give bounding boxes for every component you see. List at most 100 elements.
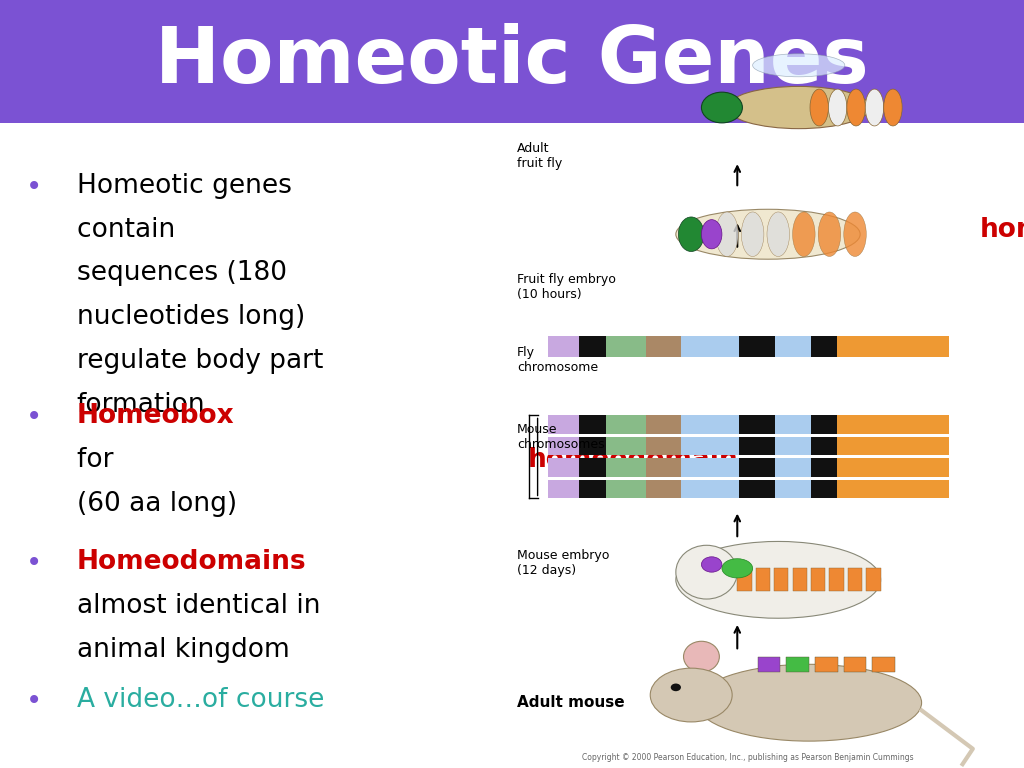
Bar bbox=[606, 415, 646, 434]
Bar bbox=[579, 480, 606, 498]
Bar bbox=[739, 336, 775, 357]
Ellipse shape bbox=[847, 89, 865, 126]
Bar bbox=[579, 458, 606, 477]
Ellipse shape bbox=[676, 209, 860, 260]
Ellipse shape bbox=[696, 664, 922, 741]
Bar bbox=[548, 336, 579, 357]
Bar bbox=[838, 437, 895, 455]
Ellipse shape bbox=[741, 212, 764, 257]
Text: Adult mouse: Adult mouse bbox=[517, 695, 625, 710]
Bar bbox=[646, 415, 682, 434]
Text: almost identical in: almost identical in bbox=[77, 593, 321, 619]
Text: nucleotides long): nucleotides long) bbox=[77, 304, 305, 330]
Bar bbox=[579, 415, 606, 434]
Text: •: • bbox=[26, 403, 42, 431]
Ellipse shape bbox=[650, 668, 732, 722]
Text: Homeotic genes: Homeotic genes bbox=[77, 173, 292, 199]
Text: Copyright © 2000 Pearson Education, Inc., publishing as Pearson Benjamin Cumming: Copyright © 2000 Pearson Education, Inc.… bbox=[582, 753, 913, 762]
Ellipse shape bbox=[676, 545, 737, 599]
Ellipse shape bbox=[701, 557, 722, 572]
Bar bbox=[646, 480, 682, 498]
Text: Adult
fruit fly: Adult fruit fly bbox=[517, 142, 562, 170]
Bar bbox=[758, 657, 780, 672]
Bar bbox=[756, 568, 770, 591]
Bar bbox=[786, 657, 809, 672]
Ellipse shape bbox=[818, 212, 841, 257]
Bar bbox=[579, 336, 606, 357]
Bar bbox=[606, 458, 646, 477]
Bar bbox=[739, 480, 775, 498]
Bar bbox=[646, 458, 682, 477]
Bar bbox=[895, 336, 948, 357]
Text: formation: formation bbox=[77, 392, 206, 418]
Bar bbox=[838, 458, 895, 477]
Ellipse shape bbox=[701, 220, 722, 249]
Text: regulate body part: regulate body part bbox=[77, 348, 324, 374]
Bar bbox=[606, 437, 646, 455]
Text: for: for bbox=[77, 447, 122, 473]
Ellipse shape bbox=[676, 541, 881, 618]
Ellipse shape bbox=[679, 217, 705, 252]
Bar bbox=[606, 336, 646, 357]
Bar bbox=[775, 458, 811, 477]
Bar bbox=[682, 480, 739, 498]
Bar bbox=[682, 336, 739, 357]
Bar bbox=[811, 336, 838, 357]
Text: contain: contain bbox=[77, 217, 183, 243]
Bar bbox=[774, 568, 788, 591]
Bar bbox=[548, 415, 579, 434]
Bar bbox=[895, 458, 948, 477]
Ellipse shape bbox=[810, 89, 828, 126]
Bar bbox=[739, 437, 775, 455]
Bar bbox=[838, 415, 895, 434]
Text: A video…of course: A video…of course bbox=[77, 687, 325, 713]
Bar bbox=[815, 657, 838, 672]
Bar bbox=[646, 336, 682, 357]
Text: •: • bbox=[26, 173, 42, 200]
Bar bbox=[811, 415, 838, 434]
Bar bbox=[548, 480, 579, 498]
Bar bbox=[848, 568, 862, 591]
Bar bbox=[0, 0, 1024, 123]
Ellipse shape bbox=[722, 559, 753, 578]
Bar bbox=[811, 458, 838, 477]
Text: Homeodomains: Homeodomains bbox=[77, 549, 306, 575]
Text: •: • bbox=[26, 549, 42, 577]
Bar bbox=[866, 568, 881, 591]
Ellipse shape bbox=[684, 641, 719, 672]
Text: Mouse embryo
(12 days): Mouse embryo (12 days) bbox=[517, 549, 609, 577]
Ellipse shape bbox=[793, 212, 815, 257]
Bar bbox=[548, 437, 579, 455]
Text: Mouse
chromosomes: Mouse chromosomes bbox=[517, 423, 605, 451]
Text: •: • bbox=[26, 687, 42, 715]
Bar bbox=[872, 657, 895, 672]
Bar bbox=[739, 415, 775, 434]
Text: homeodomain: homeodomain bbox=[528, 447, 738, 473]
Bar bbox=[775, 480, 811, 498]
Text: sequences (180: sequences (180 bbox=[77, 260, 287, 286]
Bar bbox=[775, 336, 811, 357]
Bar bbox=[895, 437, 948, 455]
Ellipse shape bbox=[865, 89, 884, 126]
Bar bbox=[548, 458, 579, 477]
Ellipse shape bbox=[716, 212, 738, 257]
Text: Homeobox: Homeobox bbox=[77, 403, 234, 429]
Ellipse shape bbox=[727, 87, 870, 128]
Bar bbox=[682, 437, 739, 455]
Bar bbox=[737, 568, 752, 591]
Bar bbox=[895, 480, 948, 498]
Bar bbox=[844, 657, 866, 672]
Bar bbox=[739, 458, 775, 477]
Ellipse shape bbox=[753, 54, 845, 77]
Ellipse shape bbox=[767, 212, 790, 257]
Text: Homeotic Genes: Homeotic Genes bbox=[156, 24, 868, 99]
Bar bbox=[682, 415, 739, 434]
Bar bbox=[838, 336, 895, 357]
Ellipse shape bbox=[844, 212, 866, 257]
Ellipse shape bbox=[671, 684, 681, 691]
Bar bbox=[646, 437, 682, 455]
Bar bbox=[775, 437, 811, 455]
Bar bbox=[895, 415, 948, 434]
Bar bbox=[606, 480, 646, 498]
Ellipse shape bbox=[884, 89, 902, 126]
